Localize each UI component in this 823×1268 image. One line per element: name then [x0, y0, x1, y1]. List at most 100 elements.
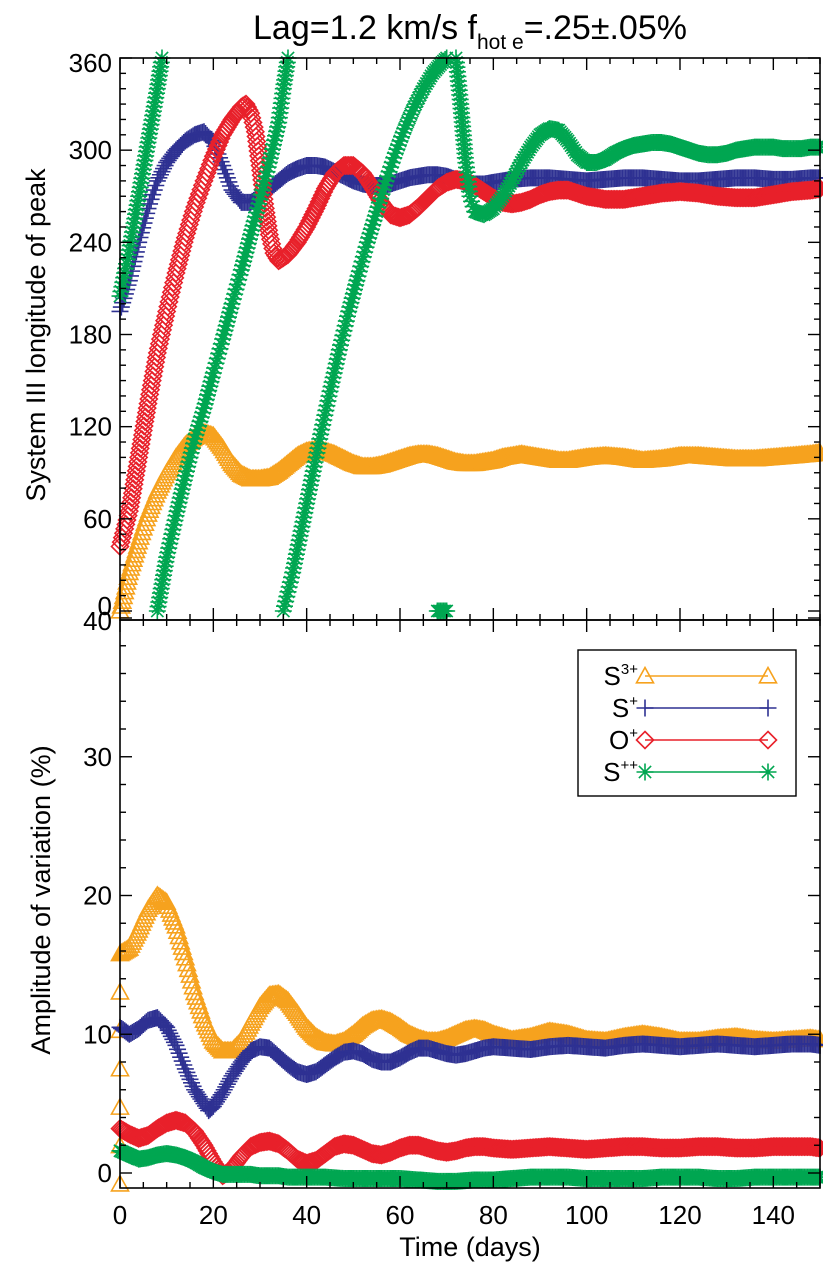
data-point [201, 377, 219, 395]
data-point [325, 364, 343, 382]
data-point [169, 498, 187, 516]
data-point [264, 136, 282, 154]
data-point [310, 435, 328, 453]
data-point [241, 230, 258, 248]
series-o1-panel-1 [110, 1110, 823, 1186]
data-point [191, 412, 209, 430]
data-point [171, 489, 189, 507]
data-point [293, 518, 311, 536]
data-point [808, 179, 823, 199]
data-point [161, 534, 179, 552]
data-point [128, 531, 149, 550]
data-point [260, 153, 278, 171]
legend-entry-s1: S+ [612, 693, 777, 723]
data-point [181, 448, 199, 466]
data-point [805, 179, 823, 199]
data-point [144, 186, 162, 204]
data-point [199, 386, 216, 404]
data-point [179, 458, 197, 476]
data-point [206, 1095, 224, 1113]
data-point [181, 1070, 199, 1088]
data-point [278, 588, 296, 606]
data-point [379, 167, 397, 185]
data-point [349, 267, 367, 285]
data-point [508, 163, 526, 181]
data-point [178, 462, 195, 480]
data-point [220, 173, 238, 191]
data-point [281, 573, 299, 591]
data-point [180, 453, 198, 471]
data-point [329, 345, 347, 363]
data-point [314, 416, 332, 434]
data-point [298, 494, 316, 512]
data-point [257, 207, 277, 227]
data-point [311, 430, 329, 448]
data-point [158, 548, 176, 566]
chart-title-prefix: Lag=1.2 km/s f [253, 9, 478, 47]
legend-marker [758, 665, 778, 684]
data-point [162, 530, 180, 548]
data-point [172, 485, 190, 503]
data-point [397, 116, 415, 134]
data-point [216, 321, 234, 339]
data-point [269, 118, 287, 136]
data-point [290, 531, 308, 549]
data-point [268, 122, 286, 140]
data-point [259, 158, 277, 176]
data-point [353, 253, 371, 271]
data-point [118, 567, 139, 585]
data-point [110, 1173, 130, 1192]
data-point [802, 1137, 822, 1157]
series-s2-panel-1 [111, 1142, 823, 1190]
data-point [342, 155, 362, 176]
top-panel-plot-area [110, 49, 823, 620]
data-point [383, 153, 401, 171]
data-point [393, 128, 411, 146]
data-point [114, 294, 132, 312]
data-point [192, 1090, 210, 1108]
data-point [253, 181, 271, 199]
data-point [217, 165, 235, 183]
data-point [112, 298, 130, 316]
data-point [113, 278, 131, 296]
data-point [166, 511, 184, 529]
data-point [124, 544, 145, 563]
y-tick-label: 30 [83, 742, 112, 772]
y-tick-label: 40 [83, 606, 112, 636]
data-point [215, 326, 233, 344]
data-point [255, 176, 272, 194]
data-point [186, 1081, 204, 1099]
x-tick-label: 0 [113, 1200, 127, 1230]
top-panel-y-axis-label: System III longitude of peak [21, 168, 51, 502]
data-point [358, 233, 376, 251]
data-point [200, 382, 218, 400]
data-point [206, 359, 224, 377]
data-point [334, 326, 352, 344]
bottom-panel-plot-area [110, 885, 823, 1192]
data-point [252, 186, 270, 204]
data-point [188, 421, 206, 439]
data-point [503, 172, 521, 190]
data-point [407, 95, 425, 113]
data-point [285, 559, 303, 577]
data-point [218, 312, 236, 330]
data-point [373, 185, 391, 203]
y-tick-label: 360 [69, 48, 112, 78]
data-point [506, 166, 524, 184]
data-point [243, 221, 261, 239]
legend-marker [636, 699, 654, 717]
data-point [356, 243, 374, 261]
data-point [211, 340, 229, 358]
legend-marker [759, 699, 777, 717]
data-point [801, 180, 821, 200]
data-point [202, 373, 220, 391]
data-point [250, 195, 268, 213]
series-s2-panel-0 [111, 49, 823, 620]
data-point [305, 458, 323, 476]
data-point [208, 349, 226, 367]
data-point [799, 180, 819, 200]
data-point [226, 285, 244, 303]
data-point [319, 392, 337, 410]
data-point [165, 516, 183, 534]
data-point [145, 181, 163, 199]
